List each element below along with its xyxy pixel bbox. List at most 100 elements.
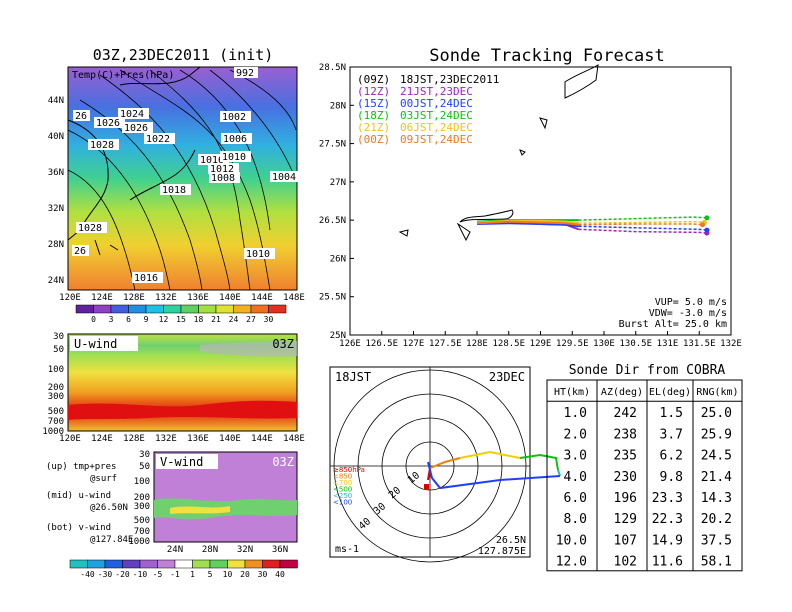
- colorbar-swatch: [110, 304, 129, 314]
- lat-tick-label: 28N: [48, 240, 64, 250]
- table-cell: 20.2: [701, 512, 732, 527]
- track-lat-label: 26N: [330, 254, 346, 264]
- track-legend-time: 06JST,24DEC: [400, 121, 473, 134]
- track-panel: Sonde Tracking Forecast 28.5N 28N 27.5N 27N…: [319, 46, 742, 349]
- table-cell: 196: [614, 491, 637, 506]
- wind-colorbar-swatch: [139, 559, 158, 569]
- table-header: AZ(deg): [601, 387, 643, 398]
- table-header: HT(km): [554, 387, 590, 398]
- track-lon-ticks: 126E 126.5E 127E 127.5E 128E 128.5E 129E 129.5E…: [339, 331, 742, 349]
- table-border: [546, 379, 743, 572]
- isobar-label-bg: [244, 248, 275, 259]
- track-legend: (09Z) 18JST,23DEC2011 (12Z) 21JST,23DEC (15Z…: [357, 73, 499, 146]
- track-lon-label: 126.5E: [365, 339, 398, 349]
- isobar-label: 1026: [124, 123, 148, 134]
- lat-tick-label: 36N: [48, 168, 64, 178]
- wind-colorbar-tick: -20: [115, 570, 130, 579]
- pressure-legend-item: <850: [333, 473, 352, 481]
- table-cell: 8.0: [564, 512, 587, 527]
- table-title: Sonde Dir from COBRA: [569, 363, 726, 378]
- u-wind-x-tick: 120E: [59, 434, 81, 444]
- u-wind-label: U-wind: [74, 337, 117, 351]
- u-wind-x-ticks: 120E 124E 128E 132E 136E 140E 144E 148E: [59, 434, 305, 444]
- isobar-label-bg: [122, 122, 153, 133]
- track-end-point: [704, 215, 710, 221]
- track-lon-label: 126E: [339, 339, 361, 349]
- wind-colorbar-swatch: [244, 559, 263, 569]
- track-lon-label: 132E: [720, 339, 742, 349]
- wind-colorbar-swatch: [69, 559, 88, 569]
- lon-tick-label: 144E: [251, 293, 273, 303]
- u-wind-x-tick: 140E: [219, 434, 241, 444]
- track-legend-z: (12Z): [357, 85, 390, 98]
- wind-colorbar-tick: 10: [223, 570, 233, 579]
- isobar-label: 992: [236, 68, 254, 79]
- isobar-label: 1004: [272, 172, 296, 183]
- track-lon-label: 128E: [466, 339, 488, 349]
- v-wind-label: V-wind: [160, 455, 203, 469]
- lat-tick-label: 32N: [48, 204, 64, 214]
- isobar-label: 26: [74, 246, 86, 257]
- colorbar-tick: 3: [109, 315, 114, 324]
- table-cell: 9.8: [660, 470, 683, 485]
- isobar-label-bg: [234, 67, 258, 78]
- table-cell: 14.9: [652, 533, 683, 548]
- v-wind-x-tick: 32N: [237, 545, 253, 555]
- track-lat-label: 26.5N: [319, 216, 346, 226]
- isobar-label: 1022: [146, 134, 170, 145]
- colorbar-swatch: [75, 304, 94, 314]
- isobar-label: 1026: [96, 118, 120, 129]
- track-lat-label: 27.5N: [319, 140, 346, 150]
- u-wind-y-tick: 30: [53, 332, 64, 342]
- isobar-label-bg: [209, 172, 240, 183]
- track-lon-label: 131.5E: [683, 339, 716, 349]
- colorbar-tick: 30: [264, 315, 274, 324]
- track-legend-time: 03JST,24DEC: [400, 109, 473, 122]
- panel-notes: (up) tmp+pres @surf (mid) u-wind @26.50N (bo…: [46, 462, 133, 545]
- isobar-label: 1002: [222, 112, 246, 123]
- table-cell: 11.6: [652, 555, 683, 570]
- track-line-dashed: [578, 216, 707, 221]
- track-param: VDW= -3.0 m/s: [649, 308, 727, 319]
- isobar-label-bg: [220, 111, 251, 122]
- v-wind-y-tick: 500: [134, 516, 150, 526]
- pressure-legend-item: <700: [333, 479, 352, 487]
- wind-colorbar-tick: 1: [190, 570, 195, 579]
- u-wind-jet: [68, 400, 297, 420]
- u-wind-x-tick: 132E: [155, 434, 177, 444]
- colorbar-tick: 6: [126, 315, 131, 324]
- colorbar-tick: 27: [246, 315, 256, 324]
- track-legend-z: (15Z): [357, 97, 390, 110]
- track-lon-label: 129E: [530, 339, 552, 349]
- table-cell: 21.4: [701, 470, 732, 485]
- u-wind-y-tick: 700: [48, 417, 64, 427]
- isobar-label: 1024: [120, 109, 144, 120]
- colorbar-swatch: [198, 304, 217, 314]
- wind-colorbar-swatch: [192, 559, 211, 569]
- pressure-legend-item: <100: [333, 499, 352, 507]
- isobar-label-bg: [144, 133, 175, 144]
- isobar-label: 1006: [223, 134, 247, 145]
- table-cell: 14.3: [701, 491, 732, 506]
- isobars: [67, 69, 297, 291]
- track-lon-label: 130.5E: [619, 339, 652, 349]
- polar-rings: [330, 367, 530, 563]
- u-wind-y-tick: 50: [53, 345, 64, 355]
- lon-tick-label: 140E: [219, 293, 241, 303]
- table-cell: 3.7: [660, 427, 683, 442]
- table-cell: 238: [614, 427, 637, 442]
- colorbar-tick: 15: [176, 315, 186, 324]
- wind-colorbar-swatch: [227, 559, 246, 569]
- table-cell: 242: [614, 406, 637, 421]
- table-cell: 1.5: [660, 406, 683, 421]
- table-cell: 25.9: [701, 427, 732, 442]
- u-wind-y-tick: 500: [48, 407, 64, 417]
- lon-ticks: 120E 124E 128E 132E 136E 140E 144E 148E: [59, 293, 305, 303]
- isobar-label-bg: [132, 272, 163, 283]
- panel-note: (mid) u-wind: [46, 491, 111, 501]
- track-lat-ticks: 28.5N 28N 27.5N 27N 26.5N 26N 25.5N 25N: [319, 63, 354, 341]
- table-header: RNG(km): [696, 387, 738, 398]
